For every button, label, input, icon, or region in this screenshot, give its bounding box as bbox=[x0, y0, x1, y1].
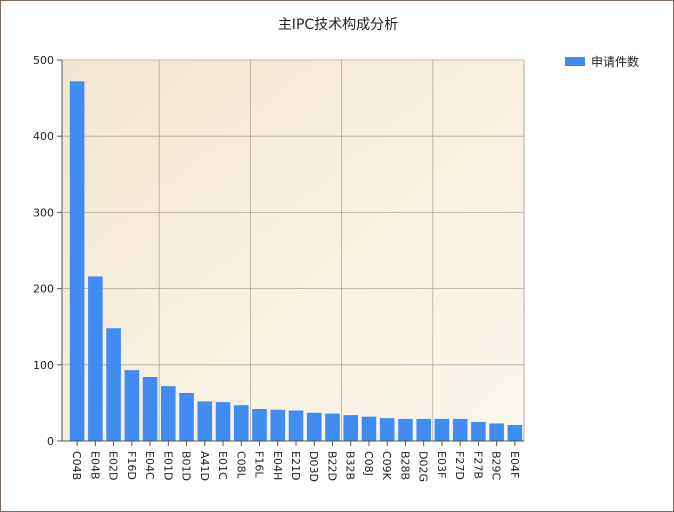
x-tick-label: F27B bbox=[471, 451, 484, 479]
bar bbox=[507, 424, 523, 441]
x-tick-label: B01D bbox=[180, 451, 193, 481]
x-tick-label: D02G bbox=[417, 451, 430, 482]
bar bbox=[361, 416, 377, 441]
x-tick-label: F16L bbox=[253, 451, 266, 478]
x-tick-label: C08L bbox=[234, 451, 247, 480]
bar bbox=[215, 402, 231, 441]
x-tick-label: E01C bbox=[216, 451, 229, 480]
bar bbox=[379, 418, 395, 441]
y-tick-label: 0 bbox=[47, 435, 54, 448]
x-tick-labels: C04B E04B E02D F16D E04C E01D B01D A41D E01C C08L… bbox=[70, 451, 521, 482]
x-tick-label: F27D bbox=[453, 451, 466, 480]
x-tick-label: E04B bbox=[88, 451, 101, 480]
bar bbox=[142, 376, 158, 441]
x-tick-label: D03D bbox=[307, 451, 320, 482]
x-tick-label: C04B bbox=[70, 451, 83, 480]
y-tick-label: 300 bbox=[33, 206, 54, 219]
bar bbox=[69, 81, 85, 441]
bar bbox=[197, 401, 213, 441]
axes bbox=[57, 59, 524, 446]
bar bbox=[270, 409, 286, 441]
bar bbox=[306, 412, 322, 441]
bar bbox=[88, 276, 103, 441]
bar bbox=[416, 418, 431, 441]
chart-title: 主IPC技术构成分析 bbox=[277, 17, 399, 33]
x-tick-label: F16D bbox=[125, 451, 138, 480]
x-tick-label: C09K bbox=[380, 451, 393, 481]
legend: 申请件数 bbox=[565, 53, 639, 70]
y-tick-label: 100 bbox=[33, 359, 54, 372]
x-tick-label: E02D bbox=[107, 451, 120, 480]
bar bbox=[252, 408, 267, 441]
bar bbox=[398, 418, 413, 441]
y-tick-label: 400 bbox=[33, 130, 54, 143]
y-tick-label: 200 bbox=[33, 283, 54, 296]
x-tick-label: E21D bbox=[289, 451, 302, 480]
x-tick-label: E03F bbox=[435, 451, 448, 478]
x-tick-label: E01D bbox=[161, 451, 174, 480]
bar bbox=[434, 418, 450, 441]
y-tick-label: 500 bbox=[33, 54, 54, 67]
bar bbox=[233, 405, 249, 441]
bars bbox=[69, 81, 523, 441]
x-tick-label: E04F bbox=[508, 451, 521, 478]
legend-swatch bbox=[565, 57, 585, 66]
legend-label: 申请件数 bbox=[591, 55, 640, 69]
x-tick-label: B22D bbox=[325, 451, 338, 481]
x-tick-label: E04H bbox=[271, 451, 284, 480]
y-tick-labels: 0 100 200 300 400 500 bbox=[33, 54, 54, 448]
bar bbox=[489, 423, 504, 441]
bar bbox=[288, 410, 304, 441]
bar bbox=[343, 415, 359, 441]
bar bbox=[124, 370, 140, 441]
x-tick-label: B32B bbox=[344, 451, 357, 480]
bar bbox=[106, 328, 121, 441]
x-tick-label: B28B bbox=[398, 451, 411, 480]
x-tick-label: B29C bbox=[490, 451, 503, 481]
bar bbox=[161, 386, 176, 441]
x-tick-label: C08J bbox=[362, 451, 375, 476]
bar bbox=[452, 418, 468, 441]
bar bbox=[179, 392, 194, 441]
bar bbox=[471, 421, 486, 441]
x-tick-label: A41D bbox=[198, 451, 211, 481]
x-tick-label: E04C bbox=[143, 451, 156, 480]
bar bbox=[325, 413, 340, 441]
